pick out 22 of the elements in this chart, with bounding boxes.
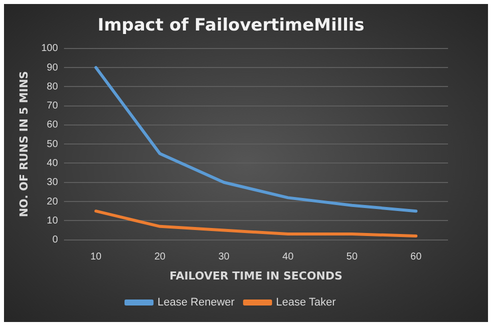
legend-label: Lease Taker — [276, 296, 336, 309]
y-tick-label: 90 — [46, 62, 58, 74]
y-axis-title: NO. OF RUNS IN 5 MINS — [17, 70, 30, 218]
y-tick-label: 60 — [46, 120, 58, 131]
x-axis-title: FAILOVER TIME IN SECONDS — [169, 269, 343, 282]
x-tick-label: 30 — [218, 252, 230, 263]
y-tick-label: 70 — [46, 100, 58, 112]
x-tick-label: 20 — [154, 252, 166, 263]
legend-label: Lease Renewer — [158, 296, 235, 309]
x-tick-label: 50 — [346, 252, 358, 263]
y-tick-label: 40 — [46, 158, 58, 169]
y-tick-label: 50 — [46, 138, 58, 150]
y-tick-label: 0 — [52, 234, 58, 246]
chart-title: Impact of FailovertimeMillis — [98, 16, 364, 36]
x-tick-label: 60 — [410, 252, 422, 263]
x-tick-label: 40 — [282, 252, 294, 263]
y-tick-label: 80 — [46, 81, 58, 92]
x-tick-label: 10 — [90, 252, 102, 263]
y-tick-label: 100 — [41, 43, 58, 54]
y-tick-label: 20 — [46, 196, 58, 208]
y-tick-label: 10 — [46, 215, 58, 226]
y-tick-label: 30 — [46, 177, 58, 188]
